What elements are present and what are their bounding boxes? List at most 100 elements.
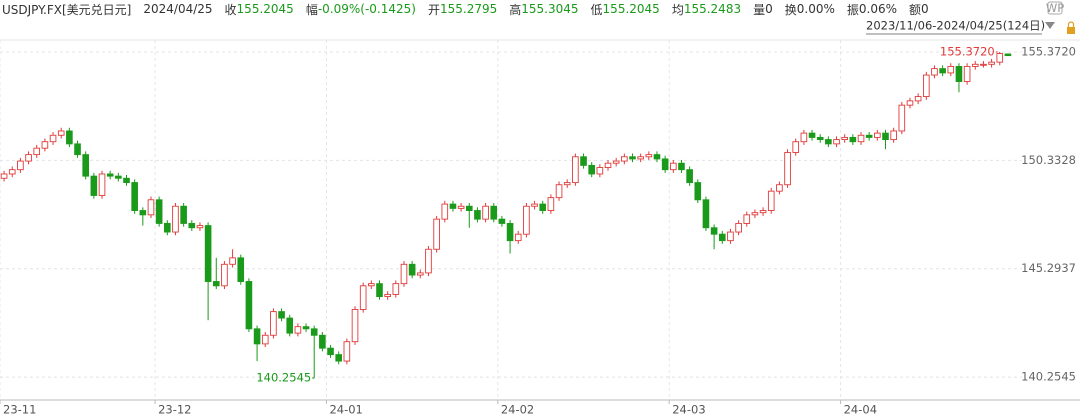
candle-body	[180, 205, 187, 224]
candle-body	[996, 53, 1004, 63]
candle-body	[1004, 53, 1012, 57]
candle-body	[155, 199, 163, 224]
symbol: USDJPY.FX[美元兑日元]	[2, 2, 132, 17]
dropdown-arrow[interactable]	[1045, 22, 1055, 29]
lock-icon[interactable]	[1067, 27, 1075, 34]
candle-body	[898, 104, 906, 132]
candle-body	[865, 134, 873, 138]
quote-header: USDJPY.FX[美元兑日元] 2024/04/25 收 155.2045 幅 -0.0…	[2, 0, 929, 18]
candle-body	[563, 182, 571, 186]
field-value: 0	[921, 2, 929, 16]
candle-body	[400, 263, 408, 285]
candle-body	[278, 311, 285, 319]
candle-body	[498, 218, 506, 224]
field-label: 开	[427, 2, 440, 17]
range-label[interactable]: 2023/11/06-2024/04/25(124日)	[866, 19, 1045, 33]
candle-body	[980, 63, 987, 66]
candle-body	[98, 173, 106, 196]
candle-body	[286, 317, 294, 334]
candle-body	[523, 205, 530, 235]
candle-body	[25, 154, 32, 162]
candle-body	[596, 167, 604, 175]
candle-body	[319, 334, 326, 349]
candle-body	[825, 139, 832, 145]
candle-body	[816, 136, 824, 141]
candle-body	[74, 143, 81, 156]
candle-body	[163, 222, 171, 233]
candle-body	[971, 63, 979, 67]
field-label: 收	[224, 2, 237, 17]
candle-body	[710, 227, 718, 235]
field-value: 0	[765, 2, 773, 16]
field-value: 155.2045	[602, 2, 660, 16]
candle-body	[621, 156, 628, 162]
candle-body	[661, 158, 669, 171]
min-label: 140.2545	[256, 371, 311, 385]
candle-body	[41, 141, 49, 149]
candle-body	[555, 184, 563, 199]
field-label: 均	[671, 2, 684, 17]
max-label: 155.3720	[940, 45, 995, 59]
candle-body	[923, 74, 930, 98]
candle-body	[857, 134, 865, 143]
candle-body	[490, 205, 498, 220]
candle-body	[8, 169, 16, 175]
field-label: 高	[509, 2, 522, 17]
candle-body	[588, 164, 596, 175]
candle-body	[547, 197, 555, 211]
candle-body	[351, 309, 359, 343]
candle-body	[425, 248, 432, 274]
candle-body	[580, 156, 587, 166]
candle-body	[57, 130, 65, 136]
candle-body	[572, 156, 579, 184]
candle-body	[204, 225, 212, 282]
y-tick-label: 150.3328	[1021, 153, 1076, 167]
candle-body	[882, 132, 889, 141]
field-label: 额	[909, 2, 922, 17]
candle-body	[123, 177, 130, 184]
candle-body	[637, 156, 644, 160]
candle-body	[253, 328, 261, 345]
field-value: 155.2045	[236, 2, 294, 16]
x-tick-label: 24-02	[501, 403, 534, 417]
candle-body	[17, 160, 24, 171]
candle-body	[433, 218, 440, 250]
candle-body	[792, 141, 800, 153]
candle-body	[172, 205, 179, 233]
candle-body	[539, 203, 547, 211]
candle-body	[612, 160, 620, 164]
candle-body	[33, 147, 41, 156]
candle-body	[963, 66, 971, 82]
candle-body	[506, 222, 514, 242]
candle-body	[678, 162, 685, 171]
candle-body	[702, 199, 710, 229]
field-value: 0.06%	[858, 2, 898, 16]
x-tick-label: 23-12	[158, 403, 191, 417]
candle-body	[629, 156, 636, 160]
candle-body	[261, 334, 269, 345]
candle-body	[106, 173, 114, 177]
field-label: 换	[784, 2, 797, 17]
field-label: 量	[753, 2, 766, 17]
candle-body	[408, 263, 416, 276]
candle-body	[759, 210, 767, 214]
candle-body	[0, 173, 8, 179]
x-tick-label: 23-11	[3, 403, 36, 417]
candle-body	[653, 154, 661, 160]
candle-body	[645, 154, 653, 158]
candle-body	[988, 61, 995, 65]
field-value: -0.09%(-0.1425)	[317, 2, 416, 16]
candle-body	[743, 214, 751, 224]
candle-body	[376, 283, 383, 298]
y-tick-label: 145.2937	[1021, 261, 1076, 275]
candle-body	[800, 132, 808, 143]
wp-badge[interactable]	[1047, 1, 1063, 15]
x-tick-label: 24-04	[844, 403, 877, 417]
candle-body	[776, 184, 783, 192]
candle-body	[131, 182, 138, 211]
candle-body	[670, 162, 677, 171]
candle-body	[270, 311, 277, 336]
candle-body	[939, 68, 946, 74]
